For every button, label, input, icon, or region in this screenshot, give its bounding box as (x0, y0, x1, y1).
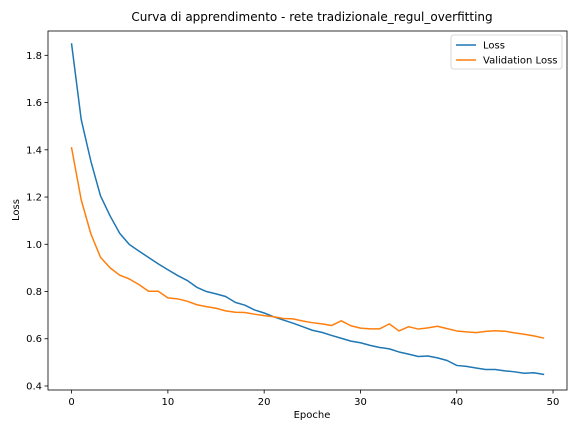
plot-area: 0 10 20 30 40 50 0.4 0.6 0.8 1.0 1.2 1.4 1.6 1.8 (26, 43, 560, 408)
y-axis-label: Loss (11, 199, 22, 221)
legend-label-loss: Loss (483, 41, 505, 52)
y-tick-label: 0.4 (26, 381, 42, 392)
series-line-loss (70, 43, 545, 376)
y-tick-label: 1.6 (26, 98, 42, 109)
y-tick-label: 1.2 (26, 193, 42, 204)
x-tick-label: 40 (450, 397, 463, 408)
legend-box (450, 34, 563, 70)
y-tick-label: 1.0 (26, 240, 42, 251)
x-tick-label: 0 (68, 397, 74, 408)
x-tick-label: 10 (162, 397, 175, 408)
series-line-validation-loss (70, 147, 545, 339)
y-tick-label: 1.4 (26, 145, 42, 156)
y-tick-label: 1.8 (26, 51, 42, 62)
y-tick-label: 0.6 (26, 334, 42, 345)
x-tick-label: 50 (547, 397, 560, 408)
x-tick-label: 30 (354, 397, 367, 408)
y-tick-label: 0.8 (26, 287, 42, 298)
legend-label-validation-loss: Validation Loss (483, 56, 558, 67)
chart-title: Curva di apprendimento - rete tradiziona… (131, 10, 492, 24)
axes-frame (47, 30, 568, 391)
x-axis-label: Epoche (294, 410, 331, 421)
x-tick-label: 20 (258, 397, 271, 408)
legend: Loss Validation Loss (450, 34, 563, 70)
